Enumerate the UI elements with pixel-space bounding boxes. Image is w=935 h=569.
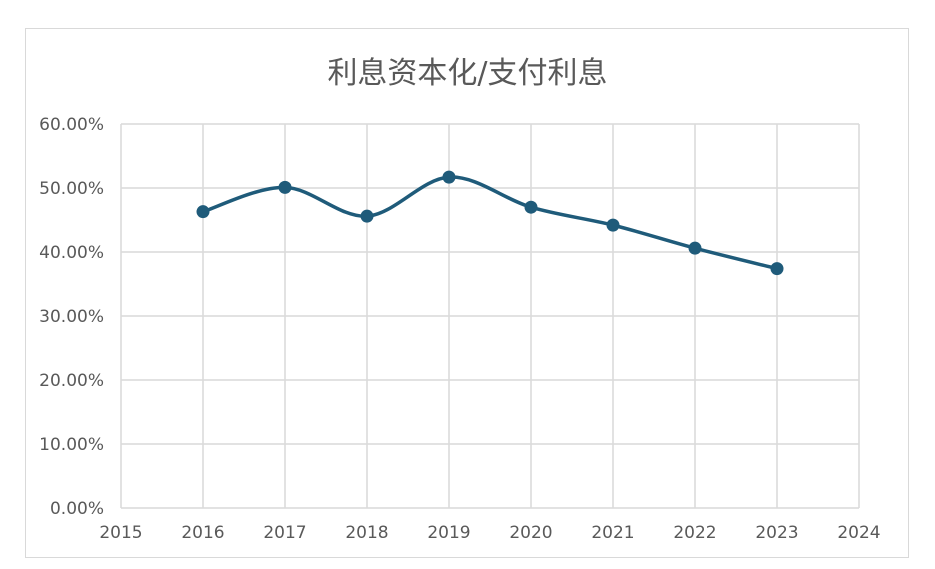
data-point [278,180,292,194]
chart-frame [25,28,909,558]
data-point [688,241,702,255]
x-tick-label: 2020 [509,523,552,543]
x-tick-label: 2015 [99,523,142,543]
series-line [202,175,778,271]
data-point [606,218,620,232]
chart-title: 利息资本化/支付利息 [327,56,608,91]
y-axis-tick-labels: 0.00% 10.00% 20.00% 30.00% 40.00% 50.00% 60.00… [39,115,104,519]
data-point [442,170,456,184]
data-point [360,209,374,223]
x-tick-label: 2017 [263,523,306,543]
x-tick-label: 2021 [591,523,634,543]
data-point [196,205,210,219]
y-tick-label: 30.00% [39,307,104,327]
series-points [196,170,784,276]
y-tick-label: 50.00% [39,179,104,199]
y-tick-label: 10.00% [39,435,104,455]
data-point [524,200,538,214]
x-tick-label: 2022 [673,523,716,543]
x-tick-label: 2018 [345,523,388,543]
x-tick-label: 2023 [755,523,798,543]
y-tick-label: 40.00% [39,243,104,263]
x-tick-label: 2024 [837,523,880,543]
data-point [770,262,784,276]
y-tick-label: 60.00% [39,115,104,135]
y-tick-label: 20.00% [39,371,104,391]
y-tick-label: 0.00% [50,499,104,519]
x-tick-label: 2019 [427,523,470,543]
x-tick-label: 2016 [181,523,224,543]
x-axis-tick-labels: 2015 2016 2017 2018 2019 2020 2021 2022 2023 2024 [99,523,880,543]
gridlines [120,123,860,509]
